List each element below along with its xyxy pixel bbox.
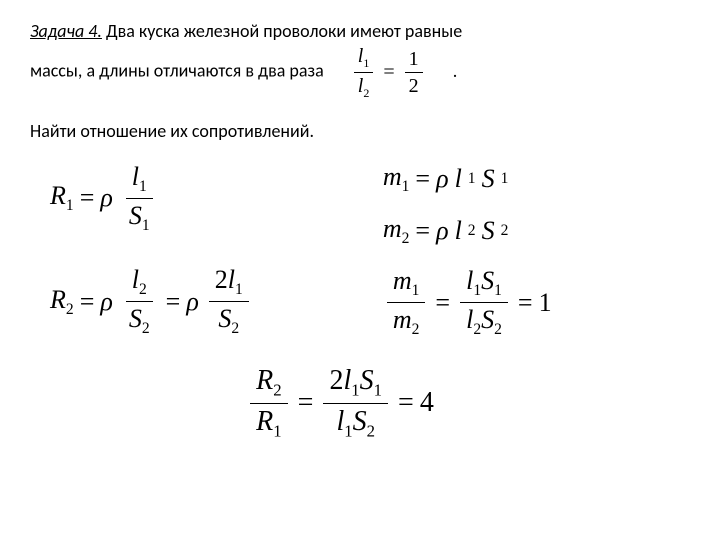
task-label: Задача 4. — [30, 20, 102, 42]
equation-m1: m1 = ρl1S1 — [383, 162, 552, 196]
equations-area: R1 = ρ l1 S1 R2 = ρ l2 S2 = ρ 2l1 S2 — [30, 162, 690, 340]
given-ratio-rhs: 1 2 — [405, 46, 423, 99]
given-ratio-eq: = — [383, 59, 394, 85]
problem-line1: Два куска железной проволоки имеют равны… — [102, 20, 462, 42]
problem-statement: Задача 4. Два куска железной проволоки и… — [30, 20, 690, 102]
equations-right-column: m1 = ρl1S1 m2 = ρl2S2 m1 m2 = l1S1 l2S2 … — [383, 162, 552, 340]
problem-period: . — [453, 60, 458, 82]
equation-r1: R1 = ρ l1 S1 — [50, 162, 253, 235]
equation-r2: R2 = ρ l2 S2 = ρ 2l1 S2 — [50, 265, 253, 338]
problem-line2: массы, а длины отличаются в два раза — [30, 60, 324, 82]
equation-m2: m2 = ρl2S2 — [383, 214, 552, 248]
equation-mass-ratio: m1 m2 = l1S1 l2S2 = 1 — [383, 266, 552, 339]
find-statement: Найти отношение их сопротивлений. — [30, 120, 690, 142]
given-ratio-lhs: l1 l2 — [354, 43, 374, 101]
equations-left-column: R1 = ρ l1 S1 R2 = ρ l2 S2 = ρ 2l1 S2 — [50, 162, 253, 340]
equation-final: R2 R1 = 2l1S1 l1S2 = 4 — [0, 365, 690, 441]
